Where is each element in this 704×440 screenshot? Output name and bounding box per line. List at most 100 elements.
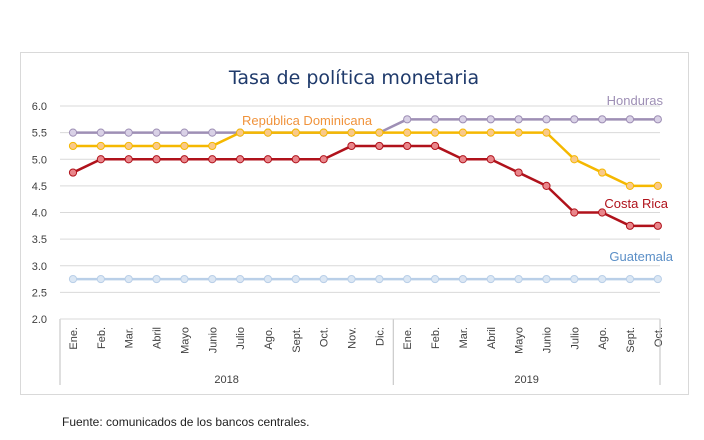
data-point [291,155,300,164]
axes: 2.0 2.5 3.0 3.5 4.0 4.5 5.0 5.5 6.0 Ene. Feb. Mar. A… [32,101,665,386]
x-tick-label: Sept. [625,327,637,353]
data-point [208,274,217,284]
data-point [598,208,607,217]
data-point [458,128,467,137]
data-point [319,128,328,137]
chart-title: Tasa de política monetaria [228,67,479,89]
data-point [570,274,579,284]
data-point [403,128,412,137]
data-point [96,274,105,284]
data-point [430,141,440,151]
data-point [124,128,133,137]
y-tick-label: 5.0 [32,154,47,166]
data-point [124,155,133,164]
data-point [486,115,495,124]
source-note: Fuente: comunicados de los bancos centra… [62,415,310,429]
data-point [458,155,467,164]
x-tick-label: Feb. [430,327,442,349]
data-point [124,274,133,284]
series-guatemala [68,274,662,284]
gridlines [60,105,660,320]
data-point [598,274,607,284]
data-point [152,128,161,137]
data-point [514,115,523,124]
data-point [375,128,384,137]
series-label: Honduras [607,93,664,108]
data-point [653,274,662,284]
series-label: República Dominicana [242,113,373,128]
data-point [68,141,78,151]
x-tick-label: Oct. [653,327,665,347]
y-tick-label: 3.5 [32,234,47,246]
data-point [514,274,523,284]
x-tick-label: Mar. [458,327,470,348]
x-tick-label: Abril [152,327,164,349]
data-point [625,115,635,124]
data-point [486,274,495,284]
chart-frame [20,52,689,395]
x-tick-label: Sept. [291,327,303,353]
data-point [236,128,245,137]
data-point [542,128,551,137]
data-point [625,221,635,230]
y-tick-label: 4.0 [32,208,47,220]
data-point [319,274,328,284]
data-point [375,274,384,284]
data-point [430,115,440,124]
x-tick-label: Ene. [402,327,414,350]
data-point [486,155,495,164]
data-point [375,141,384,151]
x-tick-label: Junio [207,327,219,353]
series-label: Costa Rica [604,196,668,211]
data-point [347,128,356,137]
data-point [403,274,412,284]
x-tick-label: Dic. [374,327,386,346]
y-tick-label: 3.0 [32,261,47,273]
data-point [236,274,245,284]
x-tick-label: Mayo [179,327,191,354]
data-point [124,141,133,151]
data-point [403,115,412,124]
data-point [68,168,78,177]
x-tick-label: Mayo [514,327,526,354]
data-point [570,155,579,164]
x-tick-label: Nov. [347,327,359,349]
data-point [570,115,579,124]
x-tick-label: Junio [541,327,553,353]
x-tick-label: Oct. [319,327,331,347]
data-point [430,274,440,284]
data-point [542,274,551,284]
data-point [291,128,300,137]
x-tick-label: Ago. [597,327,609,350]
data-point [96,141,105,151]
data-point [458,274,467,284]
data-point [347,274,356,284]
data-point [486,128,495,137]
data-point [458,115,467,124]
series-labels: Honduras República Dominicana Costa Rica Gu… [242,93,674,264]
x-tick-label: Ene. [68,327,80,350]
series-costa-rica [68,141,662,230]
data-point [96,155,105,164]
data-point [68,128,78,137]
data-point [96,128,105,137]
series-república-dominicana [68,128,662,190]
y-tick-label: 4.5 [32,181,47,193]
y-tick-label: 6.0 [32,101,47,113]
data-point [403,141,412,151]
x-tick-label: Ago. [263,327,275,350]
x-tick-label: Julio [235,327,247,350]
year-label: 2018 [214,374,238,386]
data-point [319,155,328,164]
data-point [263,274,273,284]
series-line [72,144,658,228]
data-point [152,274,161,284]
data-point [208,141,217,151]
data-point [625,181,635,190]
data-point [598,168,607,177]
data-point [180,274,189,284]
x-tick-label: Julio [569,327,581,350]
year-label: 2019 [514,374,538,386]
data-point [291,274,300,284]
data-point [430,128,440,137]
